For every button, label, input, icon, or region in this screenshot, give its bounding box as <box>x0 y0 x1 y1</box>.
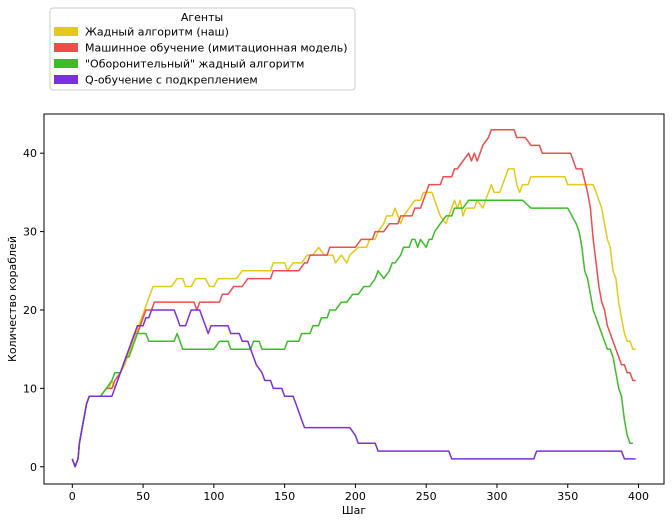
legend-swatch-4 <box>54 75 78 84</box>
x-tick-label: 0 <box>69 490 76 503</box>
series-line-3 <box>71 199 633 468</box>
x-axis-ticks: 0 50 100 150 200 250 300 350 400 <box>69 484 649 503</box>
y-tick-label: 30 <box>23 226 37 239</box>
legend-label-2: Машинное обучение (имитационная модель) <box>85 42 348 55</box>
y-tick-label: 0 <box>30 461 37 474</box>
legend-swatch-2 <box>54 43 78 52</box>
y-axis-label: Количество кораблей <box>6 236 19 362</box>
x-tick-label: 150 <box>274 490 295 503</box>
x-tick-label: 250 <box>416 490 437 503</box>
x-tick-label: 50 <box>136 490 150 503</box>
y-axis-ticks: 0 10 20 30 40 <box>23 147 44 474</box>
y-tick-label: 10 <box>23 382 37 395</box>
legend: Агенты Жадный алгоритм (наш) Машинное обу… <box>49 7 356 91</box>
legend-label-3: "Оборонительный" жадный алгоритм <box>85 58 304 71</box>
legend-swatch-3 <box>54 59 78 68</box>
x-tick-label: 400 <box>628 490 649 503</box>
plot-frame <box>43 113 665 485</box>
x-axis-label: Шаг <box>342 504 367 517</box>
series-line-4 <box>71 309 636 468</box>
x-tick-label: 100 <box>203 490 224 503</box>
y-tick-label: 40 <box>23 147 37 160</box>
legend-box <box>49 7 356 91</box>
legend-label-4: Q-обучение с подкреплением <box>85 74 258 87</box>
series-line-1 <box>71 168 636 468</box>
y-tick-label: 20 <box>23 304 37 317</box>
x-tick-label: 300 <box>486 490 507 503</box>
legend-swatch-1 <box>54 27 78 36</box>
series-layer <box>71 128 636 468</box>
legend-title: Агенты <box>181 11 223 24</box>
x-tick-label: 350 <box>557 490 578 503</box>
x-tick-label: 200 <box>345 490 366 503</box>
legend-label-1: Жадный алгоритм (наш) <box>85 26 229 39</box>
